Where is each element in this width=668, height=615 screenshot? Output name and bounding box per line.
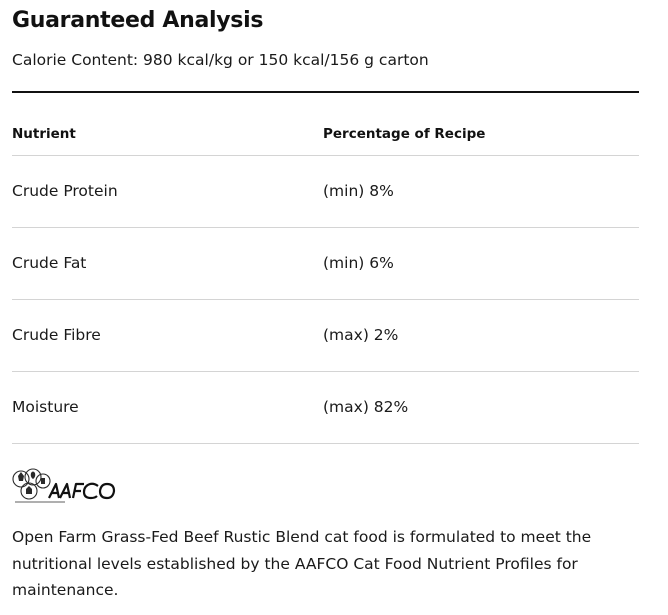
- calorie-content: Calorie Content: 980 kcal/kg or 150 kcal…: [12, 51, 429, 69]
- nutrient-value: (min) 8%: [323, 182, 394, 200]
- nutrient-value: (max) 2%: [323, 326, 399, 344]
- nutrient-name: Crude Protein: [12, 182, 118, 200]
- aafco-tagline: [15, 501, 65, 503]
- nutrient-value: (max) 82%: [323, 398, 409, 416]
- row-divider: [12, 227, 639, 228]
- row-divider: [12, 371, 639, 372]
- row-divider: [12, 299, 639, 300]
- column-header-nutrient: Nutrient: [12, 126, 76, 142]
- row-divider: [12, 443, 639, 444]
- aafco-statement: Open Farm Grass-Fed Beef Rustic Blend ca…: [12, 528, 592, 599]
- nutrient-name: Moisture: [12, 398, 79, 416]
- nutrient-name: Crude Fibre: [12, 326, 101, 344]
- column-header-percentage: Percentage of Recipe: [323, 126, 486, 142]
- nutrient-value: (min) 6%: [323, 254, 394, 272]
- section-title: Guaranteed Analysis: [12, 8, 264, 33]
- aafco-logo: [12, 468, 116, 503]
- heading-divider: [12, 91, 639, 93]
- nutrient-name: Crude Fat: [12, 254, 87, 272]
- header-divider: [12, 155, 639, 156]
